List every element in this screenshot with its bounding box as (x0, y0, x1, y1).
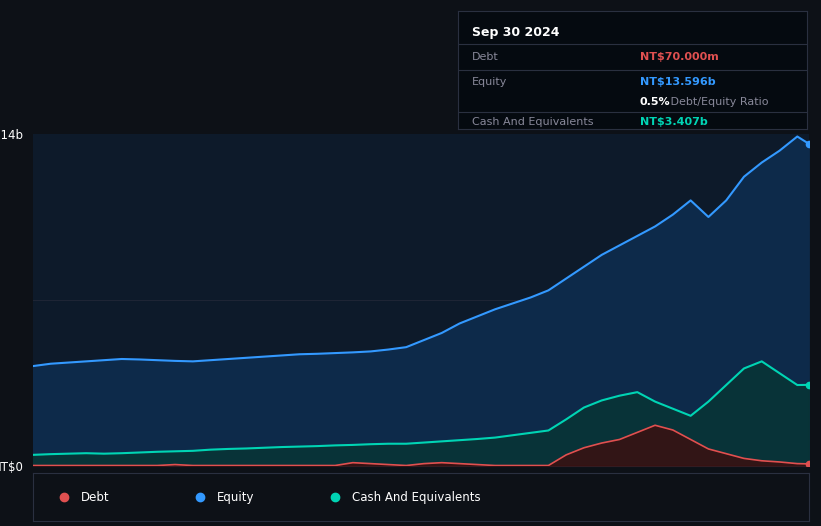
Text: Cash And Equivalents: Cash And Equivalents (472, 117, 594, 127)
Text: Debt: Debt (472, 52, 499, 62)
Text: Equity: Equity (217, 491, 255, 503)
Text: Cash And Equivalents: Cash And Equivalents (352, 491, 481, 503)
Text: Equity: Equity (472, 77, 507, 87)
Text: NT$70.000m: NT$70.000m (640, 52, 718, 62)
Text: NT$13.596b: NT$13.596b (640, 77, 715, 87)
Text: Debt/Equity Ratio: Debt/Equity Ratio (667, 97, 769, 107)
Text: NT$3.407b: NT$3.407b (640, 117, 708, 127)
Text: Sep 30 2024: Sep 30 2024 (472, 26, 560, 39)
Text: Debt: Debt (81, 491, 109, 503)
Text: 0.5%: 0.5% (640, 97, 670, 107)
